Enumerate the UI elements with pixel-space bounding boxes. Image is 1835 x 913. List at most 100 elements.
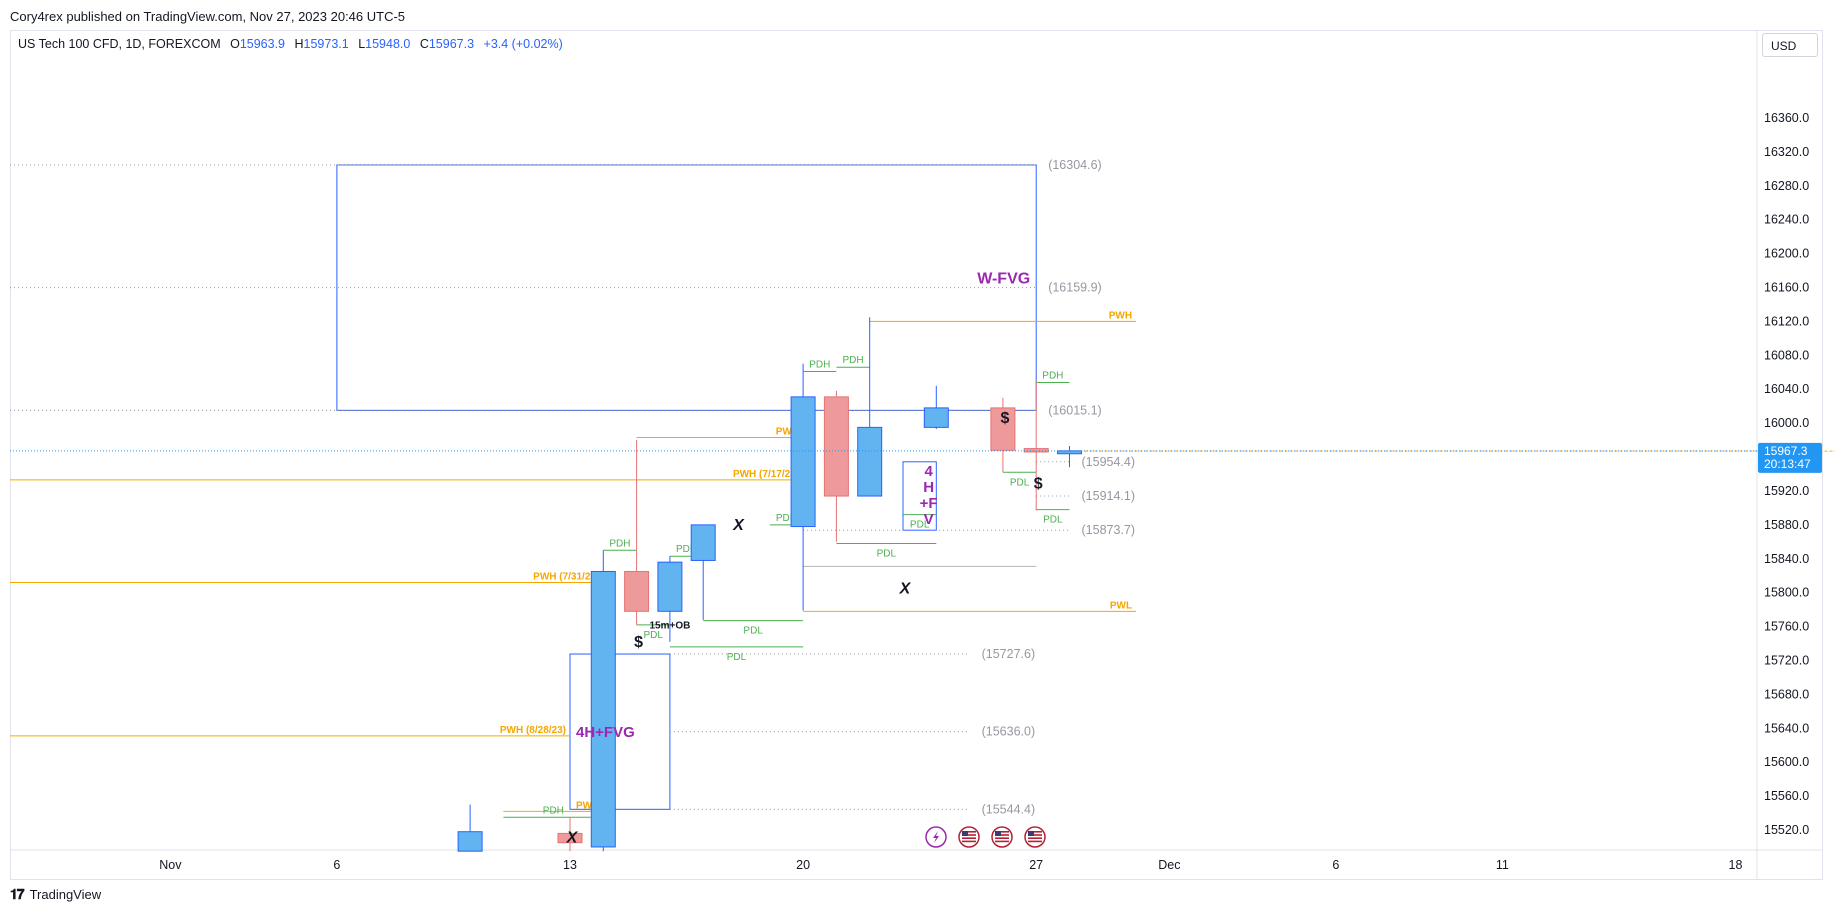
high-label: H: [294, 37, 304, 51]
lightning-icon: [925, 826, 947, 848]
y-tick-label: 16160.0: [1764, 281, 1809, 295]
level-label: (15914.1): [1082, 489, 1136, 503]
pw-label: PWH: [776, 427, 799, 438]
y-tick-label: 15560.0: [1764, 789, 1809, 803]
candle-body: [990, 407, 1016, 451]
x-mark: X: [732, 517, 745, 534]
candle-body: [823, 396, 849, 497]
pd-label: PDL: [743, 626, 763, 637]
y-tick-label: 15640.0: [1764, 721, 1809, 735]
chart-legend: US Tech 100 CFD, 1D, FOREXCOM O15963.9 H…: [18, 37, 563, 51]
y-tick-label: 16360.0: [1764, 111, 1809, 125]
w-fvg-label: W-FVG: [977, 270, 1030, 287]
x-tick-label: Dec: [1158, 858, 1180, 872]
candle-body: [857, 426, 883, 497]
y-tick-label: 15680.0: [1764, 687, 1809, 701]
us-flag-icon: [991, 826, 1013, 848]
y-tick-label: 15760.0: [1764, 620, 1809, 634]
countdown-label: 20:13:47: [1764, 457, 1811, 471]
x-mark: X: [566, 830, 579, 847]
pw-label: PWH: [1109, 310, 1132, 321]
x-tick-label: 13: [563, 858, 577, 872]
pd-label: PDL: [1010, 477, 1030, 488]
candle-body: [590, 570, 616, 848]
candle-body: [690, 524, 716, 561]
candle-body: [657, 561, 683, 612]
x-tick-label: 6: [1332, 858, 1339, 872]
pd-label: PDH: [809, 359, 830, 370]
close-label: C: [419, 37, 429, 51]
pw-label: PWL: [1110, 600, 1132, 611]
h4-fvg-label: 4H+FVG: [576, 724, 635, 741]
y-tick-label: 15920.0: [1764, 484, 1809, 498]
level-label: (15544.4): [982, 802, 1036, 816]
h4-fv-label: H: [923, 479, 934, 496]
brand-label: TradingView: [29, 887, 102, 902]
close-value: 15967.3: [428, 37, 475, 51]
open-value: 15963.9: [239, 37, 286, 51]
symbol-label: US Tech 100 CFD, 1D, FOREXCOM: [18, 37, 221, 51]
level-label: (16015.1): [1048, 403, 1102, 417]
y-tick-label: 16040.0: [1764, 382, 1809, 396]
y-tick-label: 16240.0: [1764, 213, 1809, 227]
x-tick-label: 18: [1729, 858, 1743, 872]
high-value: 15973.1: [303, 37, 349, 51]
x-tick-label: 11: [1496, 858, 1509, 872]
low-label: L: [358, 37, 366, 51]
y-tick-label: 16320.0: [1764, 145, 1809, 159]
y-tick-label: 16000.0: [1764, 416, 1809, 430]
us-flag-icon: [1024, 826, 1046, 848]
pd-label: PDL: [877, 549, 897, 560]
y-tick-label: 15600.0: [1764, 755, 1809, 769]
y-tick-label: 15880.0: [1764, 518, 1809, 532]
currency-selector[interactable]: USD: [1762, 33, 1818, 57]
change-value: +3.4 (+0.02%): [483, 37, 563, 51]
pw-label: PWH (7/31/23): [533, 571, 599, 582]
level-label: (15954.4): [1082, 455, 1136, 469]
pd-label: PDL: [910, 520, 930, 531]
x-tick-label: 6: [333, 858, 340, 872]
pd-label: PDH: [1042, 370, 1063, 381]
level-label: (16159.9): [1048, 281, 1102, 295]
candle-body: [557, 832, 583, 844]
order-block-label: 15m+OB: [649, 620, 690, 631]
y-tick-label: 16200.0: [1764, 247, 1809, 261]
last-price-label: 15967.3: [1764, 444, 1808, 458]
y-tick-label: 15840.0: [1764, 552, 1809, 566]
level-label: (15727.6): [982, 647, 1036, 661]
y-tick-label: 16280.0: [1764, 179, 1809, 193]
level-label: (15636.0): [982, 725, 1036, 739]
dollar-mark: $: [1034, 475, 1043, 492]
pd-label: PDL: [644, 630, 664, 641]
h4-fv-label: V: [924, 511, 934, 528]
us-flag-icon: [958, 826, 980, 848]
pd-label: PDH: [842, 355, 863, 366]
x-mark: X: [899, 581, 912, 598]
footer: 𝟏𝟕 TradingView: [10, 886, 101, 903]
pd-label: PDH: [543, 805, 564, 816]
level-label: (15873.7): [1082, 523, 1136, 537]
pw-label: PWH (7/17/23): [733, 469, 799, 480]
candle-body: [923, 407, 949, 428]
candle-body: [457, 831, 483, 852]
y-tick-label: 16120.0: [1764, 314, 1809, 328]
level-label: (16304.6): [1048, 158, 1102, 172]
pd-label: PDL: [727, 652, 747, 663]
published-caption: Cory4rex published on TradingView.com, N…: [10, 9, 406, 24]
dollar-mark: $: [634, 634, 643, 651]
y-tick-label: 15720.0: [1764, 653, 1809, 667]
pd-label: PDH: [776, 513, 797, 524]
y-tick-label: 16080.0: [1764, 348, 1809, 362]
x-tick-label: 20: [796, 858, 810, 872]
chart-frame: [10, 30, 1823, 880]
candle-body: [790, 396, 816, 528]
x-tick-label: Nov: [159, 858, 182, 872]
low-value: 15948.0: [365, 37, 411, 51]
y-tick-label: 15800.0: [1764, 586, 1809, 600]
y-tick-label: 15520.0: [1764, 823, 1809, 837]
tradingview-logo-icon: 𝟏𝟕: [10, 886, 25, 902]
pd-label: PDH: [676, 544, 697, 555]
pd-label: PDH: [609, 538, 630, 549]
h4-fv-label: +F: [920, 495, 938, 512]
